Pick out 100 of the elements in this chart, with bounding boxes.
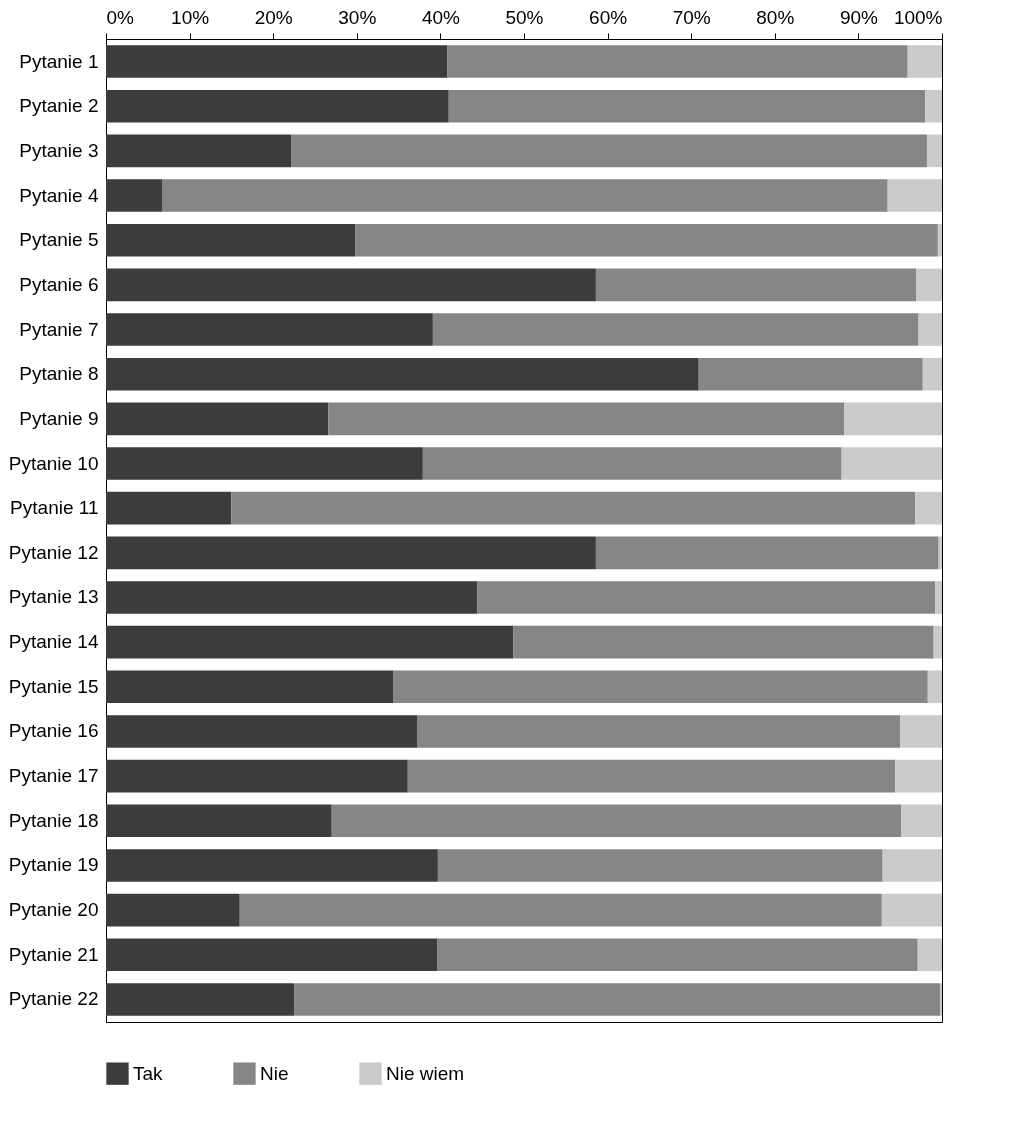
bar: [231, 491, 916, 525]
y-tick-label: Pytanie 2: [19, 95, 99, 117]
bar: [106, 625, 514, 659]
bar: [447, 45, 908, 78]
bar: [907, 45, 942, 78]
y-tick-label: Pytanie 10: [8, 452, 99, 474]
bar: [106, 715, 417, 748]
legend-label: Nie: [260, 1062, 289, 1084]
x-tick-label: 70%: [672, 6, 711, 28]
bar: [513, 625, 934, 659]
bar: [595, 268, 917, 302]
y-tick-label: Pytanie 13: [8, 586, 99, 608]
bar: [841, 447, 942, 480]
bar: [437, 849, 883, 882]
bar: [918, 313, 942, 346]
bar: [935, 581, 942, 614]
y-tick-label: Pytanie 19: [8, 854, 99, 876]
y-tick-label: Pytanie 7: [19, 318, 99, 340]
x-tick-label: 60%: [589, 6, 628, 28]
bar: [106, 849, 438, 882]
y-tick-label: Pytanie 3: [19, 139, 99, 161]
bar: [291, 134, 927, 168]
bar: [106, 938, 438, 972]
bar: [477, 581, 936, 614]
bar: [106, 179, 163, 212]
bar: [422, 447, 842, 480]
bar: [106, 893, 240, 927]
y-tick-label: Pytanie 5: [19, 229, 99, 251]
y-tick-label: Pytanie 18: [8, 809, 99, 831]
bar: [106, 536, 596, 570]
y-tick-label: Pytanie 1: [19, 50, 99, 72]
bar: [294, 983, 941, 1016]
y-tick-label: Pytanie 4: [19, 184, 99, 206]
bar: [895, 759, 942, 793]
bar: [239, 893, 882, 927]
bar: [106, 45, 448, 78]
bar: [887, 179, 942, 212]
legend-label: Tak: [133, 1062, 164, 1084]
bar: [407, 759, 896, 793]
y-tick-label: Pytanie 17: [8, 765, 99, 787]
bar: [432, 313, 919, 346]
x-tick-label: 100%: [893, 6, 943, 28]
x-tick-label: 80%: [756, 6, 795, 28]
bar: [106, 313, 433, 346]
bar: [106, 804, 332, 838]
bar: [882, 849, 942, 882]
bar: [106, 268, 596, 302]
y-tick-label: Pytanie 12: [8, 541, 99, 563]
bar: [900, 715, 942, 748]
bar: [698, 357, 923, 391]
bar: [925, 89, 942, 123]
x-tick-label: 50%: [505, 6, 544, 28]
bar: [881, 893, 942, 927]
bar: [355, 223, 938, 257]
bar: [915, 491, 942, 525]
bar: [162, 179, 888, 212]
x-tick-label: 10%: [171, 6, 210, 28]
x-tick-label: 40%: [421, 6, 461, 28]
bar: [331, 804, 902, 838]
bar: [901, 804, 942, 838]
y-tick-label: Pytanie 8: [19, 363, 99, 385]
x-tick-label: 20%: [254, 6, 293, 28]
bar: [106, 759, 408, 793]
bar: [937, 223, 942, 257]
bar: [927, 670, 942, 704]
y-tick-label: Pytanie 6: [19, 273, 99, 295]
y-tick-label: Pytanie 11: [10, 497, 99, 519]
bar: [106, 581, 478, 614]
bar: [922, 357, 942, 391]
y-tick-label: Pytanie 15: [8, 675, 99, 697]
x-tick-label: 30%: [338, 6, 377, 28]
bar: [106, 402, 329, 436]
bar: [106, 357, 699, 391]
bar: [448, 89, 926, 123]
y-tick-label: Pytanie 21: [8, 943, 99, 965]
bar: [926, 134, 942, 168]
bar: [106, 670, 394, 704]
bar: [106, 223, 356, 257]
y-tick-label: Pytanie 16: [8, 720, 99, 742]
bar: [416, 715, 901, 748]
bar: [844, 402, 942, 436]
x-tick-label: 90%: [839, 6, 879, 28]
legend-label: Nie wiem: [386, 1062, 465, 1084]
y-tick-label: Pytanie 14: [8, 631, 99, 653]
bar: [595, 536, 939, 570]
bar: [106, 89, 449, 123]
bar: [328, 402, 845, 436]
x-tick-label: 0%: [106, 6, 135, 28]
bar: [106, 447, 423, 480]
bar: [393, 670, 928, 704]
y-tick-label: Pytanie 9: [19, 407, 99, 429]
bar: [916, 268, 942, 302]
bar: [933, 625, 942, 659]
bar: [106, 134, 292, 168]
y-tick-label: Pytanie 20: [8, 899, 99, 921]
bar: [106, 983, 295, 1016]
y-tick-label: Pytanie 22: [8, 988, 99, 1010]
bar: [917, 938, 942, 972]
bar: [106, 491, 232, 525]
bar: [437, 938, 918, 972]
